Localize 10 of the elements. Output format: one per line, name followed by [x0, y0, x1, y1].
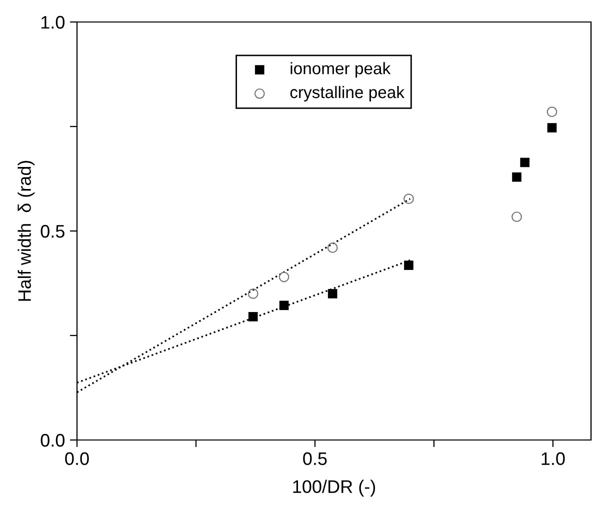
x-tick-label: 0.0 — [65, 452, 89, 466]
x-tick-label: 1.0 — [542, 452, 565, 466]
legend-label: ionomer peak — [290, 62, 391, 78]
y-axis-title: Half width δ (rad) — [18, 160, 35, 301]
y-tick-label: 1.0 — [41, 16, 64, 29]
x-tick-label: 0.5 — [303, 452, 327, 466]
y-tick-label: 0.5 — [40, 224, 64, 238]
y-tick-label: 0.0 — [40, 434, 64, 447]
x-axis-title: 100/DR (-) — [293, 480, 376, 497]
legend-label: crystalline peak — [290, 86, 405, 102]
